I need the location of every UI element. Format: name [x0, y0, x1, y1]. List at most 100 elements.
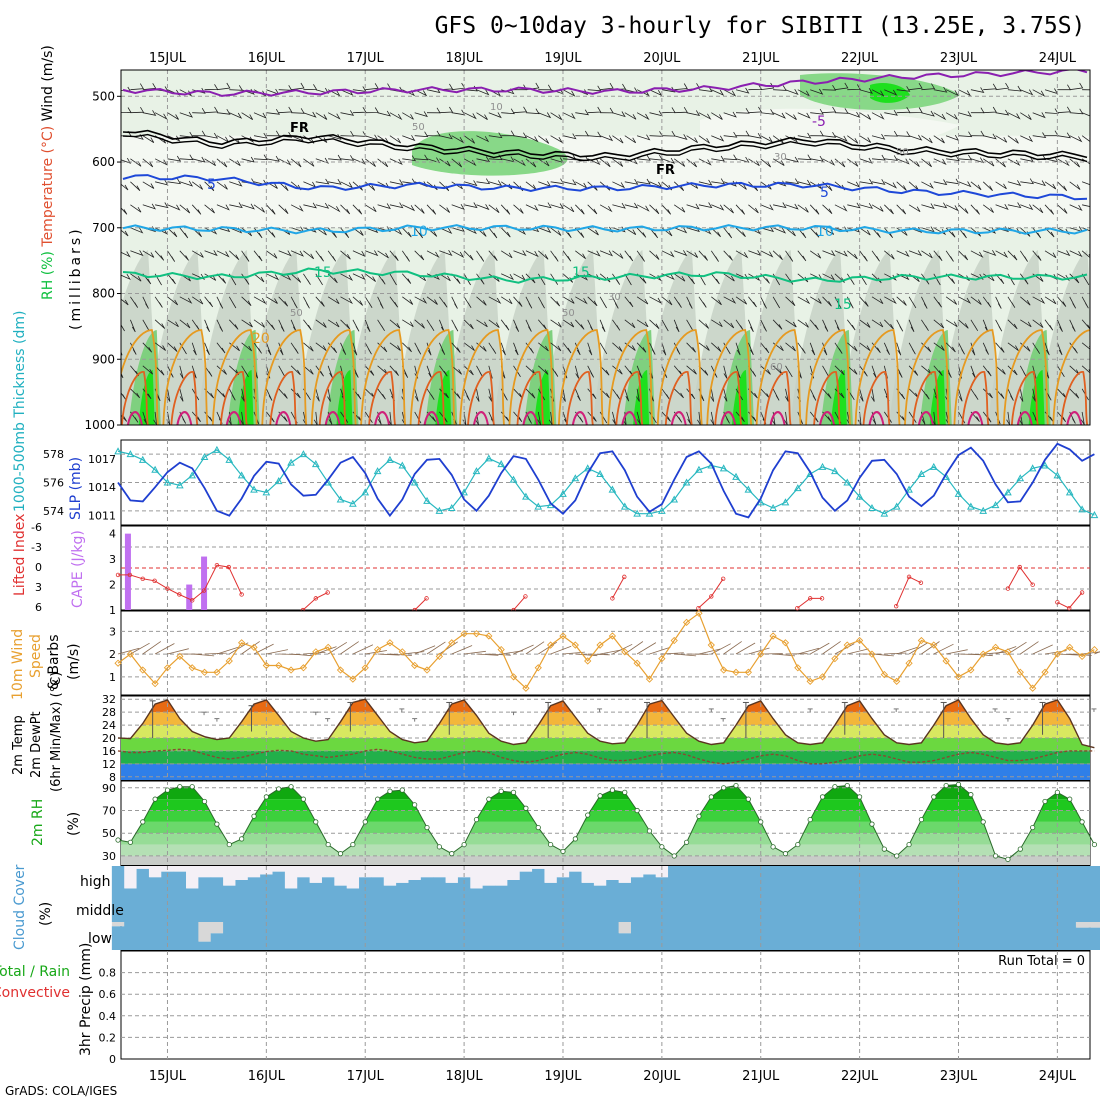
rh-marker: [586, 813, 590, 817]
slp-tick-1011: 1011: [88, 510, 116, 523]
cloud-cell-high: [433, 877, 446, 894]
contour-label-fr-2: FR: [656, 163, 675, 178]
cloud-gap-high: [211, 866, 224, 877]
rh-marker: [882, 847, 886, 851]
cloud-cell-high: [211, 877, 224, 894]
rh-tick-70: 70: [102, 805, 116, 818]
date-label-top-24JUL: 24JUL: [1039, 51, 1077, 66]
cloud-cell-middle: [903, 894, 916, 922]
rh-marker: [1092, 842, 1096, 846]
upper-air-panel: FR FR -5 5 5 10 10 15 15 15 20 10 50 50 …: [40, 45, 1100, 432]
rh-tick-90: 90: [102, 782, 116, 795]
rh-marker: [1043, 799, 1047, 803]
cloud-cell-high: [1076, 866, 1089, 894]
rh-label-50b: 50: [290, 308, 303, 319]
cloud-cell-low: [717, 922, 730, 950]
cloud-cell-high: [137, 869, 150, 894]
cloud-gap-high: [470, 866, 483, 888]
slp-tick-1014: 1014: [88, 481, 116, 494]
contour-label-5a: 5: [207, 177, 216, 193]
cloud-cell-middle: [693, 894, 706, 922]
date-label-bottom-16JUL: 16JUL: [248, 1069, 286, 1084]
run-total: Run Total = 0: [998, 954, 1085, 969]
cloud-cell-middle: [594, 894, 607, 922]
date-label-bottom-21JUL: 21JUL: [742, 1069, 780, 1084]
rh-label-50c: 50: [562, 308, 575, 319]
cloud-gap-high: [495, 866, 508, 886]
cloud-cell-high: [631, 877, 644, 894]
rh-marker: [178, 784, 182, 788]
rh-marker: [450, 851, 454, 855]
cloud-cell-high: [977, 866, 990, 894]
rh-marker: [771, 845, 775, 849]
cloud-gap-high: [186, 866, 199, 888]
cloud-cell-high: [198, 877, 211, 894]
cloud-cell-low: [334, 922, 347, 950]
rh-marker: [301, 797, 305, 801]
rh-marker: [932, 795, 936, 799]
precip-tick-0.4: 0.4: [99, 1010, 117, 1023]
rh-marker: [548, 842, 552, 846]
cloud-cell-low: [965, 922, 978, 950]
cloud-gap-high: [421, 866, 434, 877]
cloud-cell-low: [211, 933, 224, 950]
contour-label-minus5: -5: [812, 114, 826, 130]
cloud-cell-middle: [223, 894, 236, 922]
cloud-cell-middle: [1002, 894, 1015, 922]
cloud-cell-low: [384, 922, 397, 950]
cloud-cell-middle: [767, 894, 780, 922]
ylabel-segments: RH (%) Temperature (°C) Wind (m/s): [40, 45, 56, 300]
cloud-cell-middle: [470, 894, 483, 922]
cloud-cell-middle: [483, 894, 496, 922]
cloud-fill: [112, 866, 1100, 950]
cloud-cell-middle: [619, 894, 632, 922]
cloud-cell-high: [693, 866, 706, 894]
rh-marker: [375, 797, 379, 801]
pressure-tick-800: 800: [92, 287, 115, 301]
cloud-gap-high: [371, 866, 384, 877]
cloud-cell-high: [705, 866, 718, 894]
date-label-top-20JUL: 20JUL: [643, 51, 681, 66]
cloud-gap-low: [1088, 922, 1100, 928]
cloud-cell-middle: [841, 894, 854, 922]
cloud-cell-low: [507, 922, 520, 950]
cloud-cell-high: [334, 886, 347, 894]
cloud-cell-middle: [384, 894, 397, 922]
rh-label-30a: 30: [608, 292, 621, 303]
cloud-cell-middle: [717, 894, 730, 922]
cape-bar-2: [201, 557, 207, 610]
rh-marker: [277, 787, 281, 791]
ylabel-millibars: (millibars): [68, 226, 84, 330]
cloud-cell-middle: [878, 894, 891, 922]
cloud-cell-high: [483, 886, 496, 894]
cloud-cell-low: [606, 922, 619, 950]
li-tick--6: -6: [31, 521, 42, 534]
cloud-gap-low: [112, 922, 125, 926]
cloud-cell-high: [260, 874, 273, 894]
rh-marker: [153, 797, 157, 801]
cloud-cell-middle: [928, 894, 941, 922]
rh-marker: [326, 842, 330, 846]
cloud-cell-low: [421, 922, 434, 950]
cloud-cell-low: [582, 922, 595, 950]
rh-marker: [252, 814, 256, 818]
cloud-cell-high: [582, 883, 595, 894]
rh-marker: [314, 820, 318, 824]
rh-marker: [116, 838, 120, 842]
wind-ticks: 123: [109, 625, 116, 683]
precip-panel: 00.20.40.60.8 Run Total = 0 Total / Rain…: [0, 943, 1090, 1066]
ylabel-thickness: 1000-500mb Thickness (dm): [12, 311, 28, 512]
cloud-gap-high: [174, 866, 187, 872]
cloud-cell-middle: [705, 894, 718, 922]
cloud-cell-middle: [1039, 894, 1052, 922]
rh-marker: [734, 783, 738, 787]
cloud-cell-low: [705, 922, 718, 950]
cloud-cell-high: [767, 866, 780, 894]
cloud-gap-high: [235, 866, 248, 880]
rh-marker: [190, 784, 194, 788]
footer-credit: GrADS: COLA/IGES: [5, 1084, 117, 1098]
li-tick-3: 3: [35, 581, 42, 594]
cloud-cell-low: [285, 922, 298, 950]
